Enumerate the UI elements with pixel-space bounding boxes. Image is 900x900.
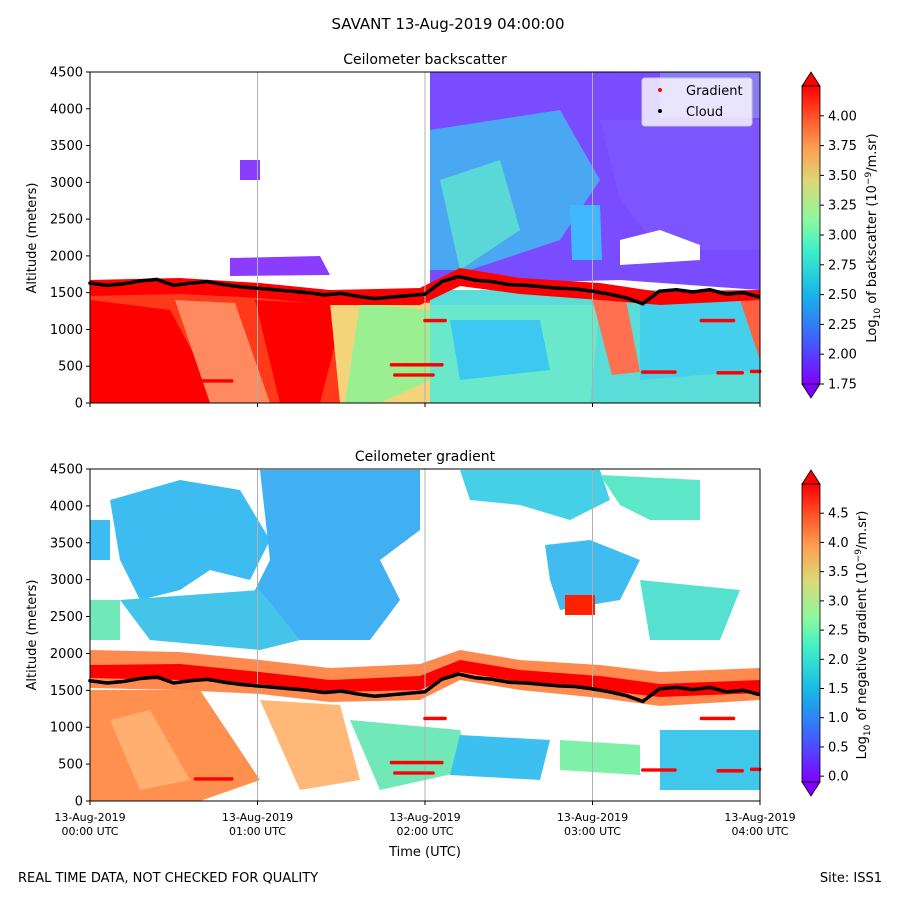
figure-suptitle: SAVANT 13-Aug-2019 04:00:00 bbox=[332, 15, 565, 33]
backscatter-x-axis bbox=[89, 403, 761, 407]
x-tick-label-date: 13-Aug-2019 bbox=[724, 811, 795, 824]
gradient-point bbox=[431, 771, 435, 775]
x-tick-label-date: 13-Aug-2019 bbox=[54, 811, 125, 824]
footer-right: Site: ISS1 bbox=[820, 871, 882, 886]
gradient-point bbox=[440, 363, 444, 367]
legend-gradient-marker bbox=[658, 88, 662, 92]
y-tick-label: 4500 bbox=[50, 463, 83, 478]
colorbar-tick-label: 3.00 bbox=[828, 229, 857, 244]
colorbar-tick-label: 3.5 bbox=[828, 565, 849, 580]
x-tick-label-date: 13-Aug-2019 bbox=[222, 811, 293, 824]
y-tick-label: 4500 bbox=[50, 66, 83, 81]
backscatter-legend: Gradient Cloud bbox=[641, 77, 753, 127]
legend-cloud-label: Cloud bbox=[686, 105, 723, 120]
colorbar-tick-label: 1.75 bbox=[828, 378, 857, 393]
backscatter-gradient-markers bbox=[193, 318, 762, 383]
gradient-point bbox=[229, 777, 234, 781]
legend-cloud-marker bbox=[658, 109, 662, 113]
cloud-point bbox=[756, 692, 761, 697]
y-tick-label: 2000 bbox=[50, 647, 83, 662]
gradient-point bbox=[229, 379, 234, 383]
colorbar-tick-label: 2.25 bbox=[828, 318, 857, 333]
colorbar-tick-label: 3.50 bbox=[828, 169, 857, 184]
x-tick-label-time: 03:00 UTC bbox=[564, 825, 621, 838]
x-tick-label-time: 02:00 UTC bbox=[396, 825, 453, 838]
gradient-point bbox=[740, 371, 744, 375]
legend-gradient-label: Gradient bbox=[686, 84, 743, 99]
gradient-colorbar-label: Log10 of negative gradient (10−9/m.sr) bbox=[854, 511, 873, 760]
gradient-cloud-markers bbox=[88, 672, 761, 704]
gradient-ylabel: Altitude (meters) bbox=[25, 580, 40, 691]
colorbar-tick-label: 4.0 bbox=[828, 536, 849, 551]
y-tick-label: 2000 bbox=[50, 249, 83, 264]
x-tick-label-time: 04:00 UTC bbox=[731, 825, 788, 838]
y-tick-label: 4000 bbox=[50, 499, 83, 514]
backscatter-vgrid bbox=[257, 72, 593, 403]
y-tick-label: 500 bbox=[58, 360, 83, 375]
colorbar-tick-label: 1.5 bbox=[828, 682, 849, 697]
gradient-title: Ceilometer gradient bbox=[355, 449, 496, 465]
colorbar-tick-label: 1.0 bbox=[828, 711, 849, 726]
colorbar-tick-label: 2.50 bbox=[828, 288, 857, 303]
gradient-y-axis: 0 500 1000 1500 2000 2500 3000 3500 4000 4500 bbox=[50, 463, 90, 810]
gradient-point bbox=[443, 318, 447, 323]
y-tick-label: 2500 bbox=[50, 610, 83, 625]
y-tick-label: 3500 bbox=[50, 139, 83, 154]
colorbar-tick-label: 3.0 bbox=[828, 594, 849, 609]
backscatter-cloud-markers bbox=[88, 274, 761, 306]
y-tick-label: 1500 bbox=[50, 286, 83, 301]
gradient-panel: Ceilometer gradient bbox=[25, 449, 873, 860]
x-tick-label-time: 00:00 UTC bbox=[61, 825, 118, 838]
colorbar-tick-label: 0.5 bbox=[828, 740, 849, 755]
backscatter-title: Ceilometer backscatter bbox=[343, 52, 507, 68]
y-tick-label: 0 bbox=[75, 397, 83, 412]
y-tick-label: 500 bbox=[58, 758, 83, 773]
gradient-point bbox=[731, 716, 736, 721]
backscatter-y-axis: 0 500 1000 1500 2000 2500 3000 3500 4000 4500 bbox=[50, 66, 90, 412]
y-tick-label: 2500 bbox=[50, 213, 83, 228]
colorbar-tick-label: 2.5 bbox=[828, 624, 849, 639]
backscatter-panel: Ceilometer backscatter bbox=[25, 52, 883, 412]
colorbar-tick-label: 0.0 bbox=[828, 770, 849, 785]
x-tick-label-time: 01:00 UTC bbox=[229, 825, 286, 838]
gradient-point bbox=[673, 370, 677, 374]
colorbar-tick-label: 4.5 bbox=[828, 507, 849, 522]
backscatter-ylabel: Altitude (meters) bbox=[25, 183, 40, 294]
x-tick-label-date: 13-Aug-2019 bbox=[557, 811, 628, 824]
gradient-xlabel: Time (UTC) bbox=[388, 845, 461, 860]
colorbar-tick-label: 3.25 bbox=[828, 199, 857, 214]
x-tick-label-date: 13-Aug-2019 bbox=[389, 811, 460, 824]
y-tick-label: 3500 bbox=[50, 536, 83, 551]
y-tick-label: 1000 bbox=[50, 721, 83, 736]
colorbar-tick-label: 2.75 bbox=[828, 258, 857, 273]
gradient-colorbar: 0.0 0.5 1.0 1.5 2.0 2.5 3.0 3.5 4.0 4.5 Log10 of … bbox=[801, 469, 873, 797]
gradient-gradient-markers bbox=[193, 716, 762, 781]
gradient-point bbox=[673, 768, 677, 772]
y-tick-label: 3000 bbox=[50, 176, 83, 191]
gradient-point bbox=[731, 318, 736, 323]
gradient-point bbox=[443, 716, 447, 721]
gradient-point bbox=[431, 373, 435, 377]
colorbar-tick-label: 2.00 bbox=[828, 348, 857, 363]
y-tick-label: 0 bbox=[75, 795, 83, 810]
gradient-point bbox=[440, 760, 444, 765]
colorbar-tick-label: 2.0 bbox=[828, 653, 849, 668]
gradient-point bbox=[740, 769, 744, 773]
y-tick-label: 1500 bbox=[50, 684, 83, 699]
backscatter-colorbar: 1.75 2.00 2.25 2.50 2.75 3.00 3.25 3.50 3.75 4.00… bbox=[801, 71, 883, 399]
cloud-point bbox=[756, 294, 761, 299]
footer-left: REAL TIME DATA, NOT CHECKED FOR QUALITY bbox=[18, 871, 318, 886]
y-tick-label: 4000 bbox=[50, 102, 83, 117]
y-tick-label: 3000 bbox=[50, 573, 83, 588]
colorbar-tick-label: 3.75 bbox=[828, 139, 857, 154]
gradient-vgrid bbox=[257, 469, 593, 801]
y-tick-label: 1000 bbox=[50, 323, 83, 338]
colorbar-tick-label: 4.00 bbox=[828, 109, 857, 124]
backscatter-colorbar-label: Log10 of backscatter (10−9/m.sr) bbox=[864, 133, 883, 342]
